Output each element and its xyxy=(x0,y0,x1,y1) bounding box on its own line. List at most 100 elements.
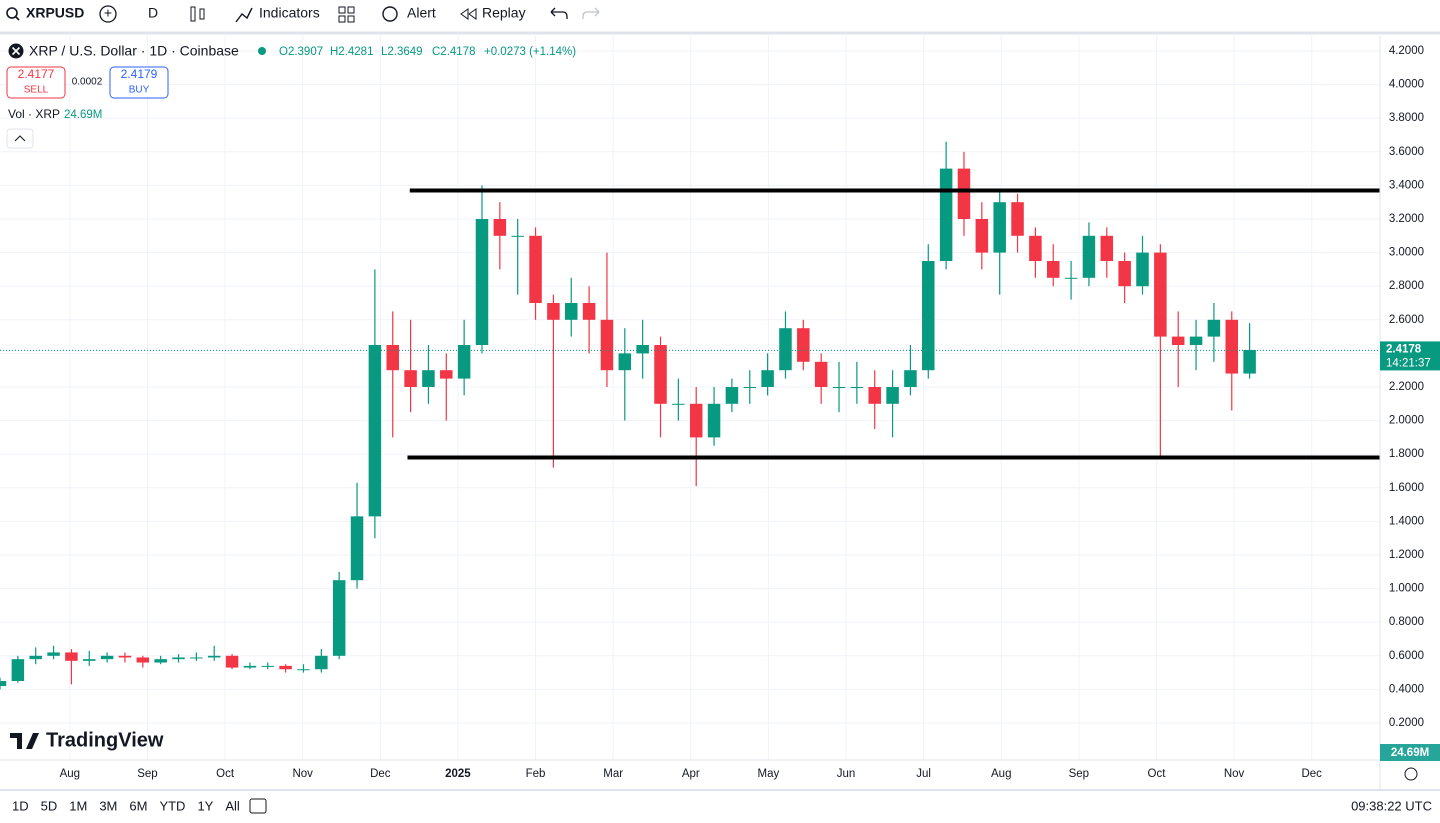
watermark-logo xyxy=(10,733,39,749)
candle-body xyxy=(47,652,60,656)
candle-body xyxy=(0,681,7,687)
range-button[interactable]: 5D xyxy=(41,798,58,813)
candle-body xyxy=(725,387,739,404)
volume-badge xyxy=(1380,744,1440,761)
candle-body xyxy=(1225,319,1239,374)
goto-date-button[interactable] xyxy=(249,798,267,814)
candle-body xyxy=(672,403,685,405)
toolbar: XRPUSD + D Indicators Alert Replay xyxy=(0,5,1440,35)
settings-button[interactable] xyxy=(1404,767,1418,781)
candle-body xyxy=(904,370,917,387)
candle-body xyxy=(654,345,667,404)
replay-icon xyxy=(460,8,477,20)
candle-body xyxy=(243,665,257,668)
search-icon[interactable] xyxy=(6,7,18,19)
candle-body xyxy=(1243,350,1256,374)
last-price-label: 2.4178 xyxy=(1386,343,1422,355)
y-tick-label: 0.2000 xyxy=(1389,717,1424,729)
x-tick-label: Nov xyxy=(292,768,313,780)
candle-body xyxy=(136,657,150,663)
collapse-icon xyxy=(14,135,26,142)
y-tick-label: 4.0000 xyxy=(1389,79,1424,91)
legend-change: +0.0273 (+1.14%) xyxy=(484,46,576,58)
candle-body xyxy=(886,387,899,404)
replay-button[interactable]: Replay xyxy=(482,5,526,21)
range-button[interactable]: 3M xyxy=(99,798,117,813)
legend-low: L2.3649 xyxy=(381,46,423,58)
candle-body xyxy=(1136,252,1149,287)
candle-body xyxy=(440,370,453,379)
x-tick-label: Oct xyxy=(1148,768,1167,780)
candle-body xyxy=(743,387,757,388)
chart-type-icon[interactable] xyxy=(190,6,196,22)
candle-body xyxy=(1046,261,1060,278)
y-tick-label: 1.8000 xyxy=(1389,448,1424,460)
range-button[interactable]: 6M xyxy=(129,798,147,813)
sell-button[interactable] xyxy=(6,66,66,99)
candle-body xyxy=(315,655,328,670)
redo-button[interactable] xyxy=(582,7,600,19)
legend: XRP / U.S. Dollar · 1D · Coinbase O2.390… xyxy=(6,43,576,149)
collapse-legend[interactable] xyxy=(6,128,34,149)
candle-body xyxy=(814,361,828,387)
candle-body xyxy=(279,665,292,670)
alert-icon xyxy=(382,6,398,22)
add-symbol[interactable] xyxy=(99,5,117,23)
alert-button[interactable]: Alert xyxy=(407,5,436,21)
candle-body xyxy=(100,655,114,660)
buy-price: 2.4179 xyxy=(121,67,158,81)
candle-body xyxy=(600,319,614,371)
chart-type-icon xyxy=(199,8,205,20)
candle-body xyxy=(565,303,578,320)
candle-body xyxy=(582,303,596,320)
y-tick-label: 2.8000 xyxy=(1389,280,1424,292)
candle-body xyxy=(618,353,632,371)
range-button[interactable]: All xyxy=(225,798,240,813)
plot xyxy=(0,141,1380,690)
x-tick-label: Jun xyxy=(837,768,856,780)
y-tick-label: 3.2000 xyxy=(1389,213,1424,225)
y-tick-label: 2.6000 xyxy=(1389,314,1424,326)
candle-body xyxy=(850,387,864,388)
candle-body xyxy=(11,659,25,681)
undo-button[interactable] xyxy=(550,7,568,19)
candle-body xyxy=(1100,235,1114,261)
range-button[interactable]: 1M xyxy=(69,798,87,813)
interval[interactable]: D xyxy=(148,5,158,21)
buy-button[interactable] xyxy=(109,66,169,99)
candle-body xyxy=(261,665,275,667)
market-status xyxy=(258,47,266,55)
x-tick-label: Oct xyxy=(216,768,235,780)
candle-body xyxy=(457,345,471,379)
candle-body xyxy=(1154,252,1167,337)
indicators-button[interactable]: Indicators xyxy=(259,5,320,21)
y-tick-label: 0.8000 xyxy=(1389,616,1424,628)
x-tick-label: May xyxy=(758,768,780,780)
candle-body xyxy=(1082,235,1096,278)
last-price-badge xyxy=(1380,341,1440,371)
templates-icon[interactable] xyxy=(338,6,346,14)
grid xyxy=(0,36,1380,760)
candle-body xyxy=(797,328,810,362)
add-symbol-plus: + xyxy=(104,5,112,21)
y-tick-label: 3.6000 xyxy=(1389,146,1424,158)
range-button[interactable]: YTD xyxy=(159,798,185,813)
countdown-label: 14:21:37 xyxy=(1386,357,1431,369)
candle-body xyxy=(689,403,703,438)
candle-body xyxy=(761,370,774,387)
range-button[interactable]: 1Y xyxy=(197,798,213,813)
x-tick-label: Aug xyxy=(60,768,80,780)
volume-legend: Vol · XRP xyxy=(8,107,60,121)
candle-body xyxy=(475,219,489,345)
watermark: TradingView xyxy=(46,729,164,751)
range-button[interactable]: 1D xyxy=(12,798,29,813)
candle-body xyxy=(529,235,542,303)
candle-body xyxy=(547,303,560,320)
templates-icon xyxy=(347,6,355,14)
spread: 0.0002 xyxy=(72,77,103,88)
symbol[interactable]: XRPUSD xyxy=(26,5,84,21)
x-tick-label: Mar xyxy=(603,768,623,780)
y-tick-label: 3.8000 xyxy=(1389,112,1424,124)
indicators-icon xyxy=(235,7,253,23)
candle-body xyxy=(707,403,721,438)
